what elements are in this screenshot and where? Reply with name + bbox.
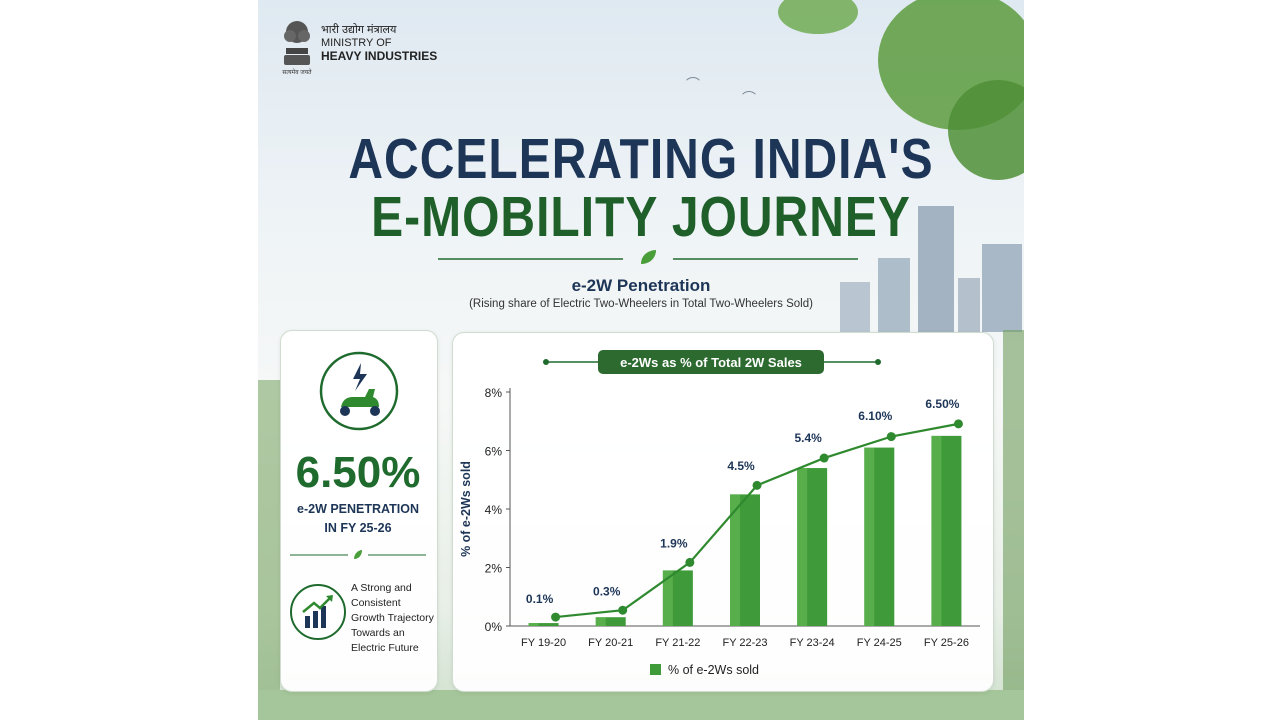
penetration-label-2: IN FY 25-26 (324, 521, 392, 535)
y-tick-label: 6% (485, 445, 503, 459)
trend-line-2: Growth Trajectory (351, 612, 434, 624)
data-label: 0.3% (593, 585, 621, 599)
section-heading: e-2W Penetration (571, 276, 711, 295)
x-tick-label: FY 23-24 (790, 637, 835, 649)
y-tick-label: 8% (485, 386, 503, 400)
data-label: 6.50% (925, 397, 959, 411)
bar-highlight (931, 435, 942, 626)
y-tick-label: 0% (485, 620, 503, 634)
background-scenery (258, 0, 1024, 720)
data-label: 1.9% (660, 536, 688, 550)
trend-point (953, 419, 963, 429)
bar-highlight (662, 570, 673, 626)
chart-card (452, 332, 994, 692)
y-axis-label: % of e-2Ws sold (459, 461, 473, 557)
bar-highlight (864, 447, 875, 626)
y-tick-label: 2% (485, 562, 503, 576)
penetration-chart: e-2Ws as % of Total 2W Sales 0% 2% 4% 6% 8% % … (459, 350, 980, 677)
y-tick-label: 4% (485, 503, 503, 517)
data-label: 6.10% (858, 409, 892, 423)
x-tick-label: FY 21-22 (655, 637, 700, 649)
bar-highlight (595, 617, 606, 626)
bar-highlight (730, 494, 740, 626)
trend-point (886, 432, 896, 442)
card-divider (290, 550, 426, 559)
leaf-icon (354, 550, 362, 559)
x-tick-label: FY 20-21 (588, 637, 633, 649)
chart-title-rule-dot (543, 359, 549, 365)
section-note: (Rising share of Electric Two-Wheelers i… (469, 298, 813, 310)
data-label: 4.5% (727, 459, 755, 473)
bar-highlight (797, 468, 808, 626)
trend-point (618, 605, 628, 615)
data-label: 5.4% (794, 431, 822, 445)
bird-icon: ⌒ (742, 90, 756, 106)
title-line-2: E-MOBILITY JOURNEY (371, 186, 911, 249)
leaf-icon (641, 250, 656, 264)
x-tick-label: FY 25-26 (924, 637, 969, 649)
penetration-value: 6.50% (295, 448, 421, 497)
legend-swatch (650, 664, 661, 675)
bird-icon: ⌒ (686, 76, 700, 92)
ministry-line1: MINISTRY OF (321, 37, 392, 49)
chart-title: e-2Ws as % of Total 2W Sales (620, 355, 802, 370)
chart-title-rule-dot (875, 359, 881, 365)
penetration-label-1: e-2W PENETRATION (297, 502, 419, 516)
stat-card-content: 6.50% e-2W PENETRATION IN FY 25-26 (280, 330, 436, 690)
trend-line-4: Electric Future (351, 642, 419, 654)
title-line-1: ACCELERATING INDIA'S (348, 128, 934, 191)
trend-point (551, 612, 561, 622)
trend-line-1: Consistent (351, 597, 401, 609)
infographic-poster: ⌒ ⌒ सत्यमेव जयते भारी उद्योग मंत्रालय MI… (258, 0, 1024, 720)
x-tick-label: FY 24-25 (857, 637, 902, 649)
growth-chart-icon (290, 584, 346, 640)
chart-title-pill (598, 350, 824, 374)
ministry-line2: HEAVY INDUSTRIES (321, 49, 438, 63)
national-emblem-icon: सत्यमेव जयते (282, 21, 312, 76)
legend-label: % of e-2Ws sold (668, 663, 759, 677)
trend-line-3: Towards an (351, 627, 405, 639)
trend-line-0: A Strong and (351, 582, 412, 594)
ministry-hindi: भारी उद्योग मंत्रालय (321, 24, 397, 36)
trend-point (752, 480, 762, 490)
bar (528, 623, 559, 626)
data-label: 0.1% (526, 592, 554, 606)
x-tick-label: FY 22-23 (722, 637, 767, 649)
title-divider (438, 250, 858, 264)
trend-point (685, 557, 695, 567)
bar-highlight (528, 623, 539, 626)
trend-point (819, 453, 829, 463)
scooter-charge-icon (319, 351, 399, 431)
emblem-caption: सत्यमेव जयते (282, 68, 312, 76)
x-tick-label: FY 19-20 (521, 637, 566, 649)
bar (595, 617, 626, 626)
ministry-logo-text: भारी उद्योग मंत्रालय MINISTRY OF HEAVY I… (321, 24, 437, 64)
